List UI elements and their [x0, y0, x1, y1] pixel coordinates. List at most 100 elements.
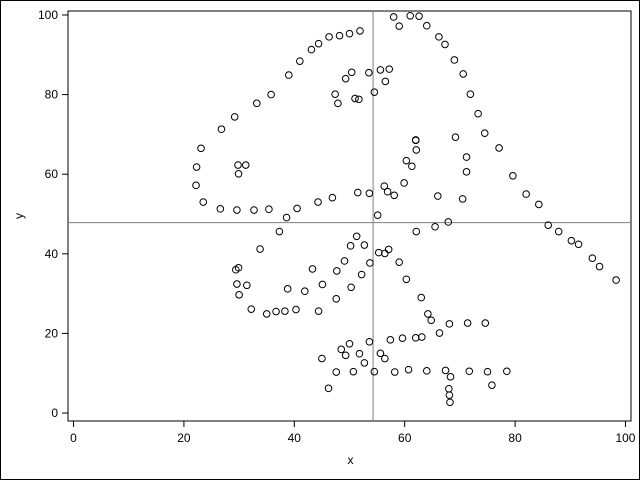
data-point [296, 57, 304, 65]
data-point [324, 384, 333, 393]
data-point [307, 45, 316, 54]
data-point [376, 349, 385, 358]
data-point [281, 307, 289, 315]
data-point [544, 221, 553, 229]
data-point [595, 262, 604, 271]
data-point [574, 240, 583, 249]
y-tick-label: 80 [45, 88, 59, 102]
data-point [351, 94, 359, 103]
data-point [230, 113, 239, 121]
data-point [462, 153, 471, 161]
y-axis-title: y [12, 213, 26, 219]
data-point [337, 345, 346, 354]
data-point [318, 354, 326, 363]
data-point [365, 337, 374, 346]
data-point [365, 189, 374, 198]
data-point [216, 205, 225, 213]
data-point [272, 307, 280, 316]
data-point [360, 359, 369, 367]
data-point [445, 391, 454, 399]
y-tick-label: 20 [45, 326, 59, 340]
data-point [474, 109, 482, 118]
data-point [282, 213, 291, 222]
data-point [435, 329, 444, 337]
data-point [233, 280, 241, 288]
x-tick-label: 60 [398, 431, 412, 445]
data-point [395, 22, 403, 30]
data-point [384, 245, 393, 254]
data-point [408, 162, 416, 171]
data-point [446, 398, 454, 407]
data-point [389, 13, 398, 21]
data-point [451, 133, 460, 141]
data-point [243, 281, 251, 290]
data-point [314, 307, 323, 315]
data-point [411, 136, 420, 145]
data-point [234, 263, 243, 272]
data-point [431, 222, 439, 231]
data-point [340, 257, 349, 265]
data-point [509, 171, 517, 180]
data-point [466, 90, 475, 98]
data-point [262, 310, 271, 318]
data-point [458, 195, 467, 203]
data-point [356, 27, 364, 35]
data-point [217, 125, 226, 134]
x-tick-label: 0 [70, 431, 77, 445]
x-axis-title: x [348, 453, 354, 467]
data-point [481, 319, 490, 327]
data-point [314, 198, 322, 206]
plot-area-border [67, 10, 632, 422]
data-point [446, 373, 455, 381]
data-point [480, 129, 489, 138]
data-point [192, 163, 201, 171]
data-point [395, 258, 403, 266]
data-point [380, 182, 389, 190]
data-point [374, 248, 383, 257]
data-point [347, 68, 356, 77]
data-point [427, 316, 435, 325]
data-point [370, 88, 379, 97]
data-point [376, 66, 385, 74]
data-point [522, 190, 530, 198]
data-point [300, 287, 309, 296]
data-point [535, 200, 543, 209]
data-point [404, 365, 413, 374]
data-point [293, 204, 301, 213]
y-tick-label: 60 [45, 167, 59, 181]
data-point [366, 259, 374, 267]
data-point [422, 21, 431, 30]
x-tick-label: 100 [615, 431, 635, 445]
data-point [465, 367, 474, 376]
data-point [402, 156, 411, 165]
data-point [411, 334, 420, 342]
y-tick-label: 0 [51, 406, 58, 420]
data-point [385, 65, 394, 73]
data-point [334, 99, 342, 108]
data-point [483, 367, 492, 376]
data-point [345, 339, 354, 348]
data-point [463, 319, 472, 327]
data-point [441, 40, 449, 49]
data-point [265, 205, 273, 214]
data-point [347, 283, 355, 292]
data-point [333, 267, 341, 275]
data-point [459, 70, 468, 78]
data-point [235, 291, 243, 299]
data-point [434, 192, 442, 200]
data-point [341, 351, 350, 360]
data-point [308, 265, 317, 273]
data-point [412, 146, 421, 154]
data-point [386, 335, 395, 344]
data-point [352, 232, 361, 241]
data-point [345, 29, 354, 38]
data-point [275, 227, 284, 236]
x-tick-label: 40 [288, 431, 302, 445]
data-point [390, 368, 399, 376]
data-point [197, 144, 205, 153]
data-point [332, 294, 341, 303]
data-point [318, 280, 327, 289]
data-point [355, 349, 364, 358]
data-point [412, 227, 421, 236]
